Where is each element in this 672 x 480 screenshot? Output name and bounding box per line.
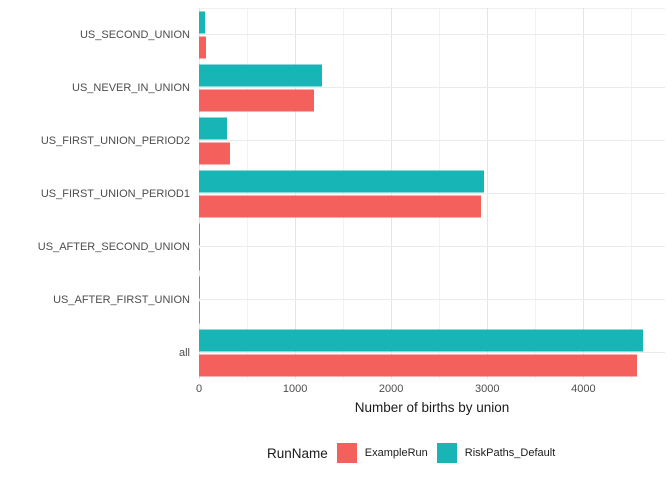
horizontal-gridline xyxy=(199,352,665,353)
y-axis-label: US_AFTER_FIRST_UNION xyxy=(53,293,190,306)
panel-top-line xyxy=(199,8,665,9)
x-axis-title: Number of births by union xyxy=(354,400,510,415)
horizontal-gridline xyxy=(199,246,665,247)
legend-swatch-examplerun xyxy=(336,443,357,463)
category-row xyxy=(199,273,665,326)
bar-group xyxy=(199,276,665,323)
legend-swatch-riskpaths_default xyxy=(436,443,457,463)
bar-riskpaths_default xyxy=(199,64,322,86)
x-axis-tick-label: 1000 xyxy=(282,383,308,395)
bar-examplerun xyxy=(199,354,637,376)
bar-riskpaths_default xyxy=(199,276,201,298)
plot-panel xyxy=(199,8,665,379)
horizontal-gridline xyxy=(199,193,665,194)
bar-group xyxy=(199,170,665,217)
legend-title: RunName xyxy=(267,445,328,461)
horizontal-gridline xyxy=(199,34,665,35)
category-row xyxy=(199,114,665,167)
legend-item-label: RiskPaths_Default xyxy=(464,447,556,459)
x-axis-tick-label: 0 xyxy=(195,383,203,395)
y-axis-label: US_NEVER_IN_UNION xyxy=(72,81,190,94)
y-axis-label: US_FIRST_UNION_PERIOD1 xyxy=(40,187,190,200)
category-row xyxy=(199,8,665,61)
legend-item-examplerun: ExampleRun xyxy=(336,443,428,463)
bar-examplerun xyxy=(199,195,482,217)
legend-item-label: ExampleRun xyxy=(364,447,428,459)
category-row xyxy=(199,220,665,273)
bar-riskpaths_default xyxy=(199,11,205,33)
bar-group xyxy=(199,11,665,58)
bar-examplerun xyxy=(199,89,315,111)
x-axis-tick-label: 2000 xyxy=(378,383,404,395)
bar-riskpaths_default xyxy=(199,170,485,192)
legend-item-riskpaths_default: RiskPaths_Default xyxy=(436,443,556,463)
x-axis-tick-label: 4000 xyxy=(571,383,596,395)
category-row xyxy=(199,61,665,114)
bar-group xyxy=(199,223,665,270)
bar-group xyxy=(199,64,665,111)
category-row xyxy=(199,326,665,379)
bar-examplerun xyxy=(199,301,201,323)
y-axis-label: US_AFTER_SECOND_UNION xyxy=(37,240,190,253)
category-row xyxy=(199,167,665,220)
x-axis-tick-label: 3000 xyxy=(474,383,500,395)
legend: RunName ExampleRun RiskPaths_Default xyxy=(267,441,564,465)
x-axis-tick-labels: 0 1000 2000 3000 4000 xyxy=(0,383,672,397)
bar-examplerun xyxy=(199,248,201,270)
y-axis-label: all xyxy=(178,346,190,359)
bar-examplerun xyxy=(199,142,230,164)
bar-riskpaths_default xyxy=(199,223,201,245)
bar-examplerun xyxy=(199,36,207,58)
y-axis-label: US_FIRST_UNION_PERIOD2 xyxy=(40,134,190,147)
horizontal-gridline xyxy=(199,140,665,141)
bar-riskpaths_default xyxy=(199,117,227,139)
y-axis-label: US_SECOND_UNION xyxy=(79,28,190,41)
bar-group xyxy=(199,117,665,164)
horizontal-gridline xyxy=(199,299,665,300)
legend-items: ExampleRun RiskPaths_Default xyxy=(336,443,564,463)
horizontal-gridline xyxy=(199,87,665,88)
bar-riskpaths_default xyxy=(199,329,643,351)
bar-group xyxy=(199,329,665,376)
